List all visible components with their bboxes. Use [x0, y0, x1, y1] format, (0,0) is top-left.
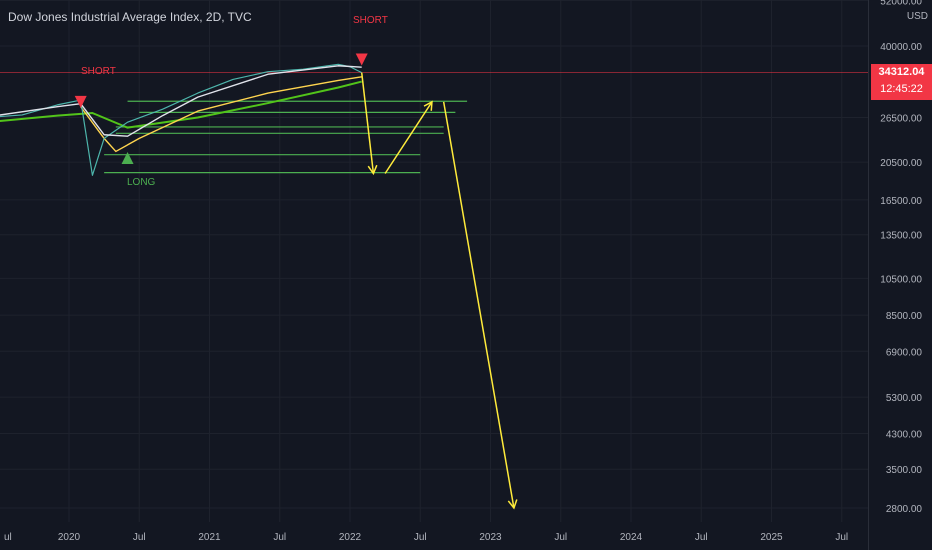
price-tick-12: 2800.00: [886, 504, 923, 515]
ma-yellow-line: [80, 76, 362, 153]
ma-green-line: [0, 80, 362, 129]
ma-white-line: [0, 65, 362, 137]
signal-long-1: [121, 151, 134, 164]
time-tick-8: Jul: [554, 532, 567, 543]
trade-signals: [74, 53, 368, 164]
price-series: [0, 63, 362, 176]
time-tick-7: 2023: [479, 532, 502, 543]
price-tick-10: 4300.00: [886, 429, 923, 440]
forecast-arrowhead-2: [507, 499, 518, 510]
time-tick-4: Jul: [273, 532, 286, 543]
long-label-1: LONG: [127, 177, 156, 188]
price-tick-5: 13500.00: [880, 231, 922, 242]
last-price-badge: 34312.04 12:45:22: [871, 64, 932, 100]
forecast-arrowhead-0: [367, 164, 378, 176]
time-tick-6: Jul: [414, 532, 427, 543]
short-label-2: SHORT: [353, 15, 388, 26]
signal-short-2: [355, 53, 368, 66]
price-tick-11: 3500.00: [886, 465, 923, 476]
price-tick-7: 8500.00: [886, 311, 923, 322]
forecast-arrows: [360, 72, 518, 510]
currency-label[interactable]: USD: [906, 11, 928, 22]
forecast-arrow-2: [442, 101, 515, 509]
price-line-series: [0, 63, 362, 176]
price-tick-6: 10500.00: [880, 274, 922, 285]
last-price-value: 34312.04: [878, 66, 925, 78]
price-axis-panel[interactable]: [868, 0, 932, 550]
price-tick-9: 5300.00: [886, 393, 923, 404]
time-tick-1: 2020: [58, 532, 81, 543]
chart-title: Dow Jones Industrial Average Index, 2D, …: [8, 10, 252, 24]
price-tick-0: 52000.00: [880, 0, 922, 7]
chart-grid: [0, 0, 868, 522]
price-axis-ticks: 52000.00 40000.00 26500.00 20500.00 16500.00…: [880, 0, 922, 515]
time-tick-11: 2025: [760, 532, 783, 543]
forecast-arrow-0: [360, 72, 375, 174]
short-label-1: SHORT: [81, 66, 116, 77]
price-tick-4: 16500.00: [880, 196, 922, 207]
forecast-arrowhead-1: [423, 100, 433, 111]
forecast-arrow-1: [384, 101, 433, 174]
time-tick-2: Jul: [133, 532, 146, 543]
time-tick-10: Jul: [695, 532, 708, 543]
time-tick-5: 2022: [339, 532, 362, 543]
time-tick-9: 2024: [620, 532, 643, 543]
bar-countdown: 12:45:22: [880, 83, 923, 95]
support-levels: [104, 100, 468, 174]
time-tick-3: 2021: [198, 532, 221, 543]
time-axis: ul 2020 Jul 2021 Jul 2022 Jul 2023 Jul 2024 Jul 202…: [4, 532, 848, 543]
price-tick-1: 40000.00: [880, 42, 922, 53]
signal-short-0: [74, 95, 87, 108]
price-tick-3: 20500.00: [880, 158, 922, 169]
price-tick-8: 6900.00: [886, 347, 923, 358]
price-tick-2: 26500.00: [880, 114, 922, 125]
time-tick-0: ul: [4, 532, 12, 543]
time-tick-12: Jul: [835, 532, 848, 543]
